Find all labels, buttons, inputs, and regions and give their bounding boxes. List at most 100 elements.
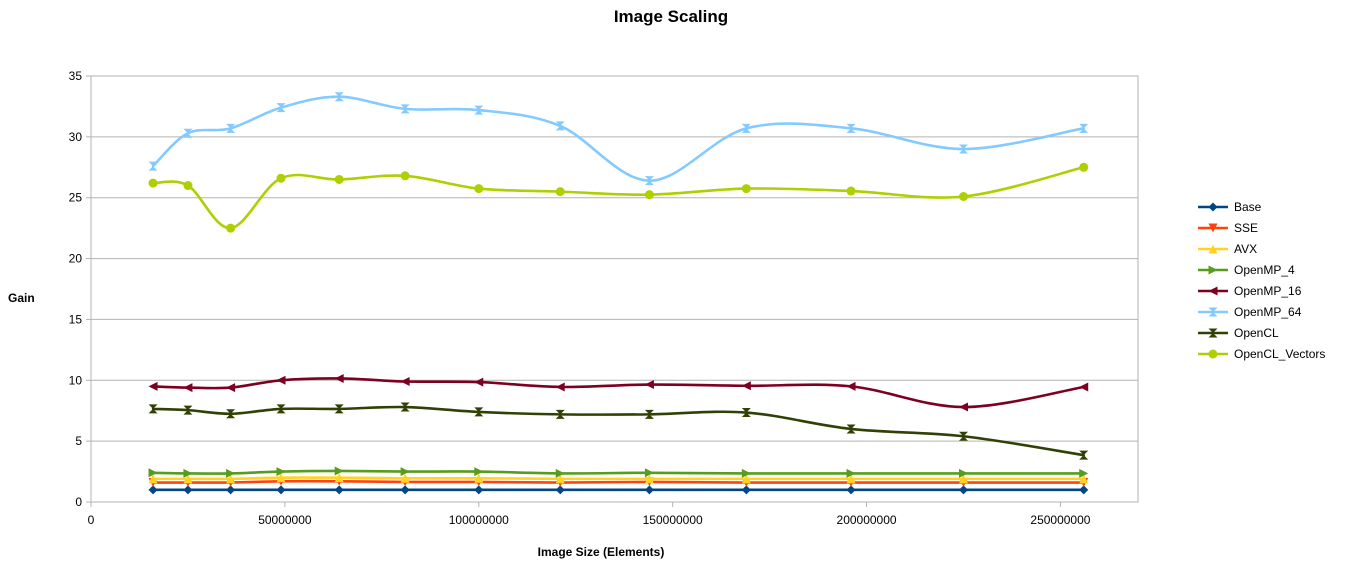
data-point-opencl (741, 408, 751, 418)
data-point-avx (555, 474, 565, 484)
data-point-base (555, 485, 565, 495)
y-tick-label: 30 (69, 130, 83, 144)
data-point-avx (474, 473, 484, 483)
data-point-openmp-64 (226, 123, 236, 133)
data-point-openmp-64 (400, 104, 410, 114)
data-point-openmp-4 (148, 468, 158, 478)
data-point-opencl-vectors (741, 184, 751, 194)
legend-item-opencl: OpenCL (1198, 326, 1279, 340)
data-point-base (148, 485, 158, 495)
series-avx (148, 473, 1089, 484)
legend-item-openmp-16: OpenMP_16 (1198, 284, 1302, 298)
data-point-openmp-4 (846, 468, 856, 478)
data-point-avx (334, 473, 344, 483)
data-point-avx (846, 474, 856, 484)
data-point-openmp-64 (148, 161, 158, 171)
data-point-opencl (334, 404, 344, 414)
data-point-opencl (148, 404, 158, 414)
data-point-avx (644, 474, 654, 484)
y-tick-label: 10 (69, 373, 83, 387)
legend-marker (1208, 202, 1218, 212)
data-point-opencl (400, 402, 410, 412)
series-line-avx (151, 476, 1086, 481)
data-point-openmp-16 (183, 383, 193, 393)
series-line-opencl-vectors (151, 165, 1086, 230)
series-opencl-vectors (148, 162, 1089, 233)
grid-lines (91, 136, 1138, 442)
data-point-avx (183, 474, 193, 484)
data-point-avx (226, 474, 236, 484)
data-point-opencl (276, 404, 286, 414)
series-line-openmp-64 (151, 95, 1086, 182)
data-point-openmp-16 (334, 373, 344, 383)
y-axis: 0 5 10 15 20 25 30 35 (69, 69, 91, 509)
data-point-base (959, 485, 968, 495)
data-point-opencl-vectors (276, 173, 286, 183)
series-line-sse (151, 479, 1086, 484)
data-point-opencl (555, 409, 565, 419)
data-point-base (846, 485, 856, 495)
data-point-opencl (959, 431, 968, 441)
data-point-avx (1079, 474, 1089, 484)
data-point-base (474, 485, 484, 495)
data-point-openmp-4 (644, 468, 654, 478)
data-point-opencl (1079, 450, 1089, 460)
data-point-avx (400, 473, 410, 483)
y-tick-label: 0 (75, 495, 82, 509)
data-point-openmp-64 (276, 103, 286, 113)
data-point-openmp-64 (846, 123, 856, 133)
data-point-avx (276, 473, 286, 483)
data-point-opencl-vectors (334, 174, 344, 184)
data-point-openmp-64 (555, 121, 565, 131)
legend-marker (1208, 349, 1218, 359)
legend-label: OpenMP_16 (1234, 284, 1302, 298)
legend-marker (1208, 328, 1218, 338)
data-point-openmp-64 (1079, 123, 1089, 133)
series-line-openmp-16 (151, 377, 1086, 409)
data-point-openmp-4 (555, 468, 565, 478)
data-point-opencl (183, 405, 193, 415)
data-point-openmp-4 (959, 468, 968, 478)
data-point-openmp-64 (183, 128, 193, 138)
data-point-openmp-4 (1079, 468, 1089, 478)
series-base (148, 485, 1089, 495)
data-point-openmp-64 (334, 92, 344, 102)
data-point-openmp-16 (148, 381, 158, 391)
data-point-opencl-vectors (1079, 162, 1089, 172)
data-point-openmp-64 (959, 144, 968, 154)
data-point-opencl (474, 407, 484, 417)
data-point-base (334, 485, 344, 495)
x-tick-label: 250000000 (1030, 513, 1090, 527)
series-layer (148, 92, 1089, 495)
data-point-opencl-vectors (226, 223, 236, 233)
data-point-base (741, 485, 751, 495)
series-openmp-4 (148, 466, 1089, 478)
y-tick-label: 5 (75, 434, 82, 448)
data-point-avx (959, 474, 968, 484)
data-point-openmp-4 (474, 467, 484, 477)
data-point-openmp-16 (741, 381, 751, 391)
data-point-base (183, 485, 193, 495)
data-point-opencl-vectors (183, 181, 193, 191)
chart-title: Image Scaling (614, 7, 728, 26)
data-point-openmp-64 (644, 176, 654, 186)
legend-item-opencl-vectors: OpenCL_Vectors (1198, 347, 1325, 361)
legend-item-sse: SSE (1198, 221, 1258, 235)
data-point-opencl (846, 424, 856, 434)
data-point-openmp-16 (474, 377, 484, 387)
data-point-opencl-vectors (148, 178, 158, 188)
y-tick-label: 25 (69, 191, 83, 205)
data-point-opencl (644, 409, 654, 419)
x-tick-label: 200000000 (837, 513, 897, 527)
y-tick-label: 20 (69, 252, 83, 266)
data-point-openmp-64 (474, 105, 484, 115)
series-opencl (148, 402, 1089, 460)
y-axis-title: Gain (8, 291, 35, 305)
legend-item-openmp-64: OpenMP_64 (1198, 305, 1302, 319)
data-point-openmp-16 (1079, 382, 1089, 392)
data-point-openmp-16 (959, 402, 968, 412)
data-point-openmp-16 (400, 377, 410, 386)
x-tick-label: 150000000 (643, 513, 703, 527)
data-point-openmp-4 (276, 467, 286, 477)
